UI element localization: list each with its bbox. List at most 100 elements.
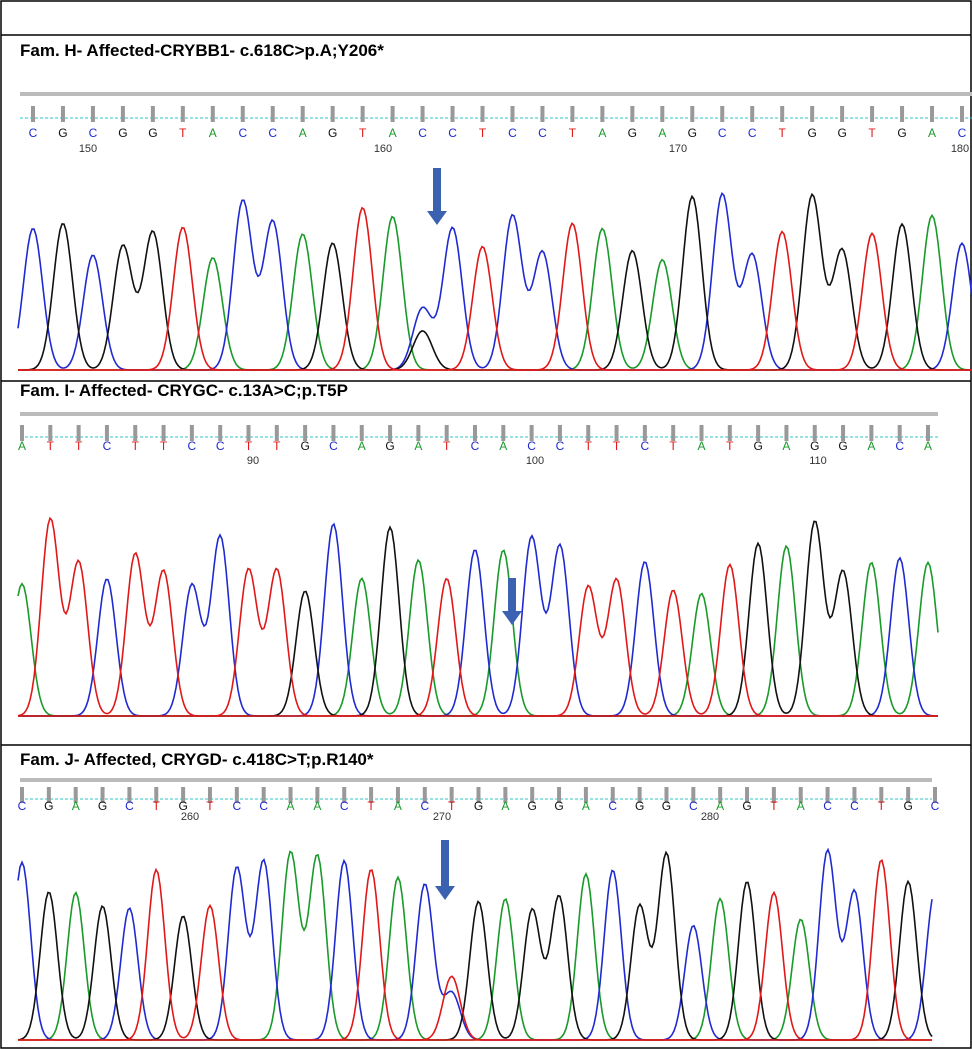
ladder-tick bbox=[61, 106, 65, 122]
position-label: 100 bbox=[526, 455, 544, 467]
base-call: A bbox=[499, 439, 507, 453]
base-call: C bbox=[103, 439, 112, 453]
ladder-tick bbox=[570, 106, 574, 122]
base-call: A bbox=[287, 799, 295, 813]
base-call: A bbox=[18, 439, 26, 453]
base-call: C bbox=[823, 799, 832, 813]
base-call: C bbox=[931, 799, 940, 813]
base-call: A bbox=[582, 799, 590, 813]
ladder-tick bbox=[391, 106, 395, 122]
base-call: G bbox=[662, 799, 671, 813]
position-label: 280 bbox=[701, 811, 719, 823]
ladder-tick bbox=[91, 106, 95, 122]
base-call: A bbox=[72, 799, 80, 813]
arrow-shaft bbox=[441, 840, 449, 888]
base-call: C bbox=[232, 799, 241, 813]
position-label: 90 bbox=[247, 455, 259, 467]
ladder-tick bbox=[481, 106, 485, 122]
ladder-tick bbox=[780, 106, 784, 122]
ladder-tick bbox=[600, 106, 604, 122]
ladder-tick bbox=[960, 106, 964, 122]
base-call: C bbox=[527, 439, 536, 453]
base-call: T bbox=[779, 126, 787, 140]
base-call: T bbox=[670, 439, 678, 453]
base-call: G bbox=[897, 126, 906, 140]
base-call: C bbox=[508, 126, 517, 140]
ladder-tick bbox=[151, 106, 155, 122]
position-label: 180 bbox=[951, 143, 969, 155]
panel-title: Fam. J- Affected, CRYGD- c.418C>T;p.R140… bbox=[20, 750, 374, 769]
base-call: C bbox=[641, 439, 650, 453]
base-call: A bbox=[797, 799, 805, 813]
position-label: 160 bbox=[374, 143, 392, 155]
ladder-tick bbox=[241, 106, 245, 122]
base-call: T bbox=[726, 439, 734, 453]
base-call: G bbox=[474, 799, 483, 813]
panel-title: Fam. I- Affected- CRYGC- c.13A>C;p.T5P bbox=[20, 381, 348, 400]
base-call: C bbox=[850, 799, 859, 813]
ladder-tick bbox=[510, 106, 514, 122]
base-call: A bbox=[299, 126, 307, 140]
base-call: C bbox=[125, 799, 134, 813]
base-call: T bbox=[245, 439, 253, 453]
ladder-tick bbox=[900, 106, 904, 122]
base-call: A bbox=[414, 439, 422, 453]
ladder-tick bbox=[840, 106, 844, 122]
base-call: A bbox=[209, 126, 217, 140]
ladder-bar bbox=[20, 412, 938, 416]
base-call: C bbox=[418, 126, 427, 140]
base-call: G bbox=[903, 799, 912, 813]
page: Fam. H- Affected-CRYBB1- c.618C>p.A;Y206… bbox=[0, 0, 972, 1049]
panel-title: Fam. H- Affected-CRYBB1- c.618C>p.A;Y206… bbox=[20, 41, 384, 60]
ladder-tick bbox=[810, 106, 814, 122]
base-call: T bbox=[179, 126, 187, 140]
base-call: C bbox=[238, 126, 247, 140]
ladder-tick bbox=[361, 106, 365, 122]
base-call: A bbox=[394, 799, 402, 813]
base-call: T bbox=[75, 439, 83, 453]
base-call: A bbox=[697, 439, 705, 453]
base-call: T bbox=[273, 439, 281, 453]
base-call: G bbox=[810, 439, 819, 453]
base-call: T bbox=[443, 439, 451, 453]
base-call: A bbox=[782, 439, 790, 453]
base-call: C bbox=[448, 126, 457, 140]
ladder-bar bbox=[20, 778, 932, 782]
base-call: A bbox=[598, 126, 606, 140]
ladder-tick bbox=[271, 106, 275, 122]
base-call: C bbox=[188, 439, 197, 453]
base-call: G bbox=[635, 799, 644, 813]
position-label: 260 bbox=[181, 811, 199, 823]
base-call: A bbox=[924, 439, 932, 453]
base-call: G bbox=[628, 126, 637, 140]
base-call: G bbox=[807, 126, 816, 140]
base-call: T bbox=[878, 799, 886, 813]
base-call: C bbox=[89, 126, 98, 140]
ladder-bar bbox=[20, 92, 972, 96]
base-call: C bbox=[958, 126, 967, 140]
base-call: A bbox=[389, 126, 397, 140]
ladder-tick bbox=[630, 106, 634, 122]
base-call: C bbox=[895, 439, 904, 453]
figure: Fam. H- Affected-CRYBB1- c.618C>p.A;Y206… bbox=[0, 0, 972, 1049]
base-call: A bbox=[501, 799, 509, 813]
base-call: G bbox=[554, 799, 563, 813]
base-call: C bbox=[329, 439, 338, 453]
base-call: G bbox=[688, 126, 697, 140]
ladder-tick bbox=[301, 106, 305, 122]
base-call: G bbox=[300, 439, 309, 453]
ladder-tick bbox=[750, 106, 754, 122]
base-call: G bbox=[328, 126, 337, 140]
base-call: A bbox=[313, 799, 321, 813]
position-label: 110 bbox=[809, 455, 827, 467]
base-call: T bbox=[770, 799, 778, 813]
base-call: G bbox=[44, 799, 53, 813]
ladder-tick bbox=[331, 106, 335, 122]
base-call: C bbox=[268, 126, 277, 140]
ladder-tick bbox=[660, 106, 664, 122]
outer-frame bbox=[1, 1, 971, 1048]
base-call: G bbox=[98, 799, 107, 813]
base-call: G bbox=[838, 439, 847, 453]
ladder-tick bbox=[211, 106, 215, 122]
base-call: T bbox=[153, 799, 161, 813]
